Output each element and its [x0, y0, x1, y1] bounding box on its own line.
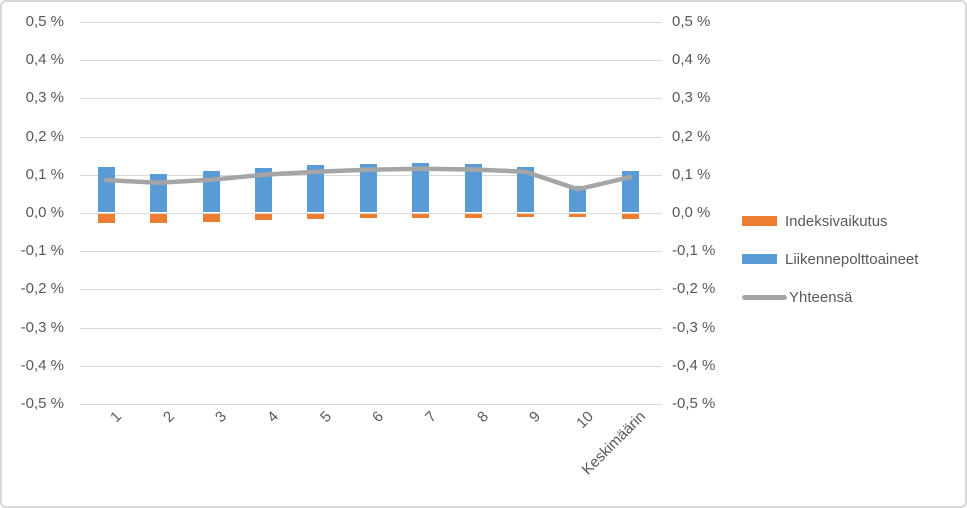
x-axis-tick-label: 4	[264, 408, 283, 426]
bar-indeksivaikutus-1	[97, 214, 115, 223]
bar-indeksivaikutus-10	[569, 214, 587, 217]
bar-liikennepolttoaineet-7	[412, 163, 430, 212]
gridline	[80, 251, 662, 253]
y-axis-left-tick-label: -0,3 %	[20, 318, 64, 336]
y-axis-right-tick-label: 0,1 %	[672, 165, 711, 183]
x-axis-tick-label: 8	[474, 408, 493, 426]
bar-indeksivaikutus-Keskimäärin	[621, 214, 639, 220]
legend-item-liikennepolttoaineet: Liikennepolttoaineet	[742, 240, 957, 278]
y-axis-left-tick-label: -0,2 %	[20, 280, 64, 298]
x-axis-tick-label: 6	[369, 408, 388, 426]
legend-label: Indeksivaikutus	[785, 212, 888, 230]
gridline	[80, 213, 662, 214]
y-axis-right-tick-label: -0,2 %	[672, 280, 716, 298]
y-axis-right-tick-label: -0,4 %	[672, 356, 716, 374]
y-axis-left-tick-label: 0,0 %	[25, 204, 64, 221]
y-axis-right-tick-label: -0,5 %	[672, 395, 716, 412]
gridline	[80, 289, 662, 291]
y-axis-right-tick-label: -0,3 %	[672, 318, 716, 336]
y-axis-left-tick-label: 0,2 %	[25, 127, 64, 145]
bar-liikennepolttoaineet-3	[202, 171, 220, 212]
gridline	[80, 60, 662, 62]
bar-indeksivaikutus-4	[254, 214, 272, 221]
bar-liikennepolttoaineet-6	[359, 163, 377, 212]
y-axis-left-tick-label: -0,1 %	[20, 242, 64, 260]
bar-liikennepolttoaineet-2	[150, 174, 168, 212]
bar-liikennepolttoaineet-9	[516, 167, 534, 212]
gridline	[80, 404, 662, 405]
y-axis-left-tick-label: 0,5 %	[25, 13, 64, 30]
bar-indeksivaikutus-5	[307, 214, 325, 220]
x-axis-tick-label: 10	[572, 408, 597, 432]
y-axis-right-tick-label: 0,2 %	[672, 127, 711, 145]
x-axis-tick-label: 5	[316, 408, 335, 426]
bar-indeksivaikutus-9	[516, 214, 534, 218]
bar-liikennepolttoaineet-8	[464, 164, 482, 212]
x-axis-tick-label: 7	[421, 408, 440, 426]
y-axis-right-tick-label: 0,5 %	[672, 13, 711, 30]
gray-line-swatch-icon	[742, 294, 787, 300]
y-axis-left-tick-label: -0,4 %	[20, 356, 64, 374]
y-axis-right-tick-label: 0,0 %	[672, 204, 711, 221]
gridline	[80, 327, 662, 329]
bar-indeksivaikutus-8	[464, 214, 482, 218]
bar-liikennepolttoaineet-Keskimäärin	[621, 171, 639, 212]
legend-item-indeksivaikutus: Indeksivaikutus	[742, 202, 957, 240]
bar-liikennepolttoaineet-1	[97, 167, 115, 212]
y-axis-right-tick-label: 0,4 %	[672, 51, 711, 69]
x-axis-tick-label: 3	[212, 408, 231, 426]
gridline	[80, 98, 662, 100]
x-axis-tick-label: 1	[107, 408, 126, 426]
gridline	[80, 22, 662, 23]
x-axis-tick-label: 9	[526, 408, 545, 426]
legend-label: Liikennepolttoaineet	[785, 250, 919, 268]
y-axis-right-tick-label: 0,3 %	[672, 89, 711, 107]
y-axis-left-tick-label: 0,1 %	[25, 165, 64, 183]
y-axis-left-tick-label: 0,4 %	[25, 51, 64, 69]
blue-bar-swatch-icon	[742, 254, 777, 264]
y-axis-left-tick-label: 0,3 %	[25, 89, 64, 107]
legend: Indeksivaikutus Liikennepolttoaineet Yht…	[742, 202, 957, 316]
legend-item-yhteensa: Yhteensä	[742, 278, 957, 316]
y-axis-right-tick-label: -0,1 %	[672, 242, 716, 260]
bar-liikennepolttoaineet-5	[307, 165, 325, 213]
legend-label: Yhteensä	[789, 288, 853, 306]
bar-liikennepolttoaineet-10	[569, 186, 587, 212]
gridline	[80, 365, 662, 367]
bar-indeksivaikutus-6	[359, 214, 377, 219]
bar-indeksivaikutus-7	[412, 214, 430, 218]
bar-liikennepolttoaineet-4	[254, 167, 272, 212]
orange-bar-swatch-icon	[742, 216, 777, 226]
bar-indeksivaikutus-2	[150, 214, 168, 223]
bar-indeksivaikutus-3	[202, 214, 220, 223]
gridline	[80, 136, 662, 138]
x-axis-tick-label: 2	[159, 408, 178, 426]
y-axis-left-tick-label: -0,5 %	[20, 395, 64, 412]
